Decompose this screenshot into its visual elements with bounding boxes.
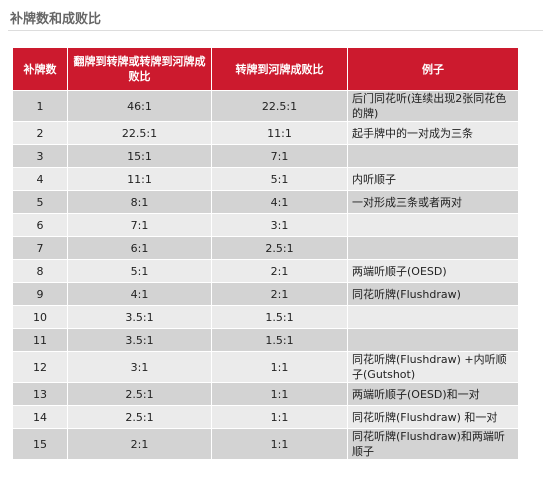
column-header: 例子 [347,47,519,91]
table-cell: 同花听牌(Flushdraw) +内听顺子(Gutshot) [347,351,519,383]
header-row: 补牌数 翻牌到转牌或转牌到河牌成败比 转牌到河牌成败比 例子 [12,47,519,91]
table-cell: 1 [12,90,68,122]
table-cell: 同花听牌(Flushdraw) [347,282,519,306]
table-cell [347,144,519,168]
table-cell: 7 [12,236,68,260]
table-cell: 10 [12,305,68,329]
table-cell: 1:1 [211,405,348,429]
table-cell: 46:1 [67,90,212,122]
table-cell: 8 [12,259,68,283]
table-cell: 4 [12,167,68,191]
table-row: 5 8:1 4:1 一对形成三条或者两对 [12,190,519,214]
table-row: 15 2:1 1:1 同花听牌(Flushdraw)和两端听顺子 [12,428,519,460]
table-row: 14 2.5:1 1:1 同花听牌(Flushdraw) 和一对 [12,405,519,429]
table-cell: 2.5:1 [67,382,212,406]
table-cell: 22.5:1 [211,90,348,122]
table-cell [347,305,519,329]
table-cell: 一对形成三条或者两对 [347,190,519,214]
table-cell: 3:1 [211,213,348,237]
table-row: 10 3.5:1 1.5:1 [12,305,519,329]
table-cell: 7:1 [211,144,348,168]
table-row: 2 22.5:1 11:1 起手牌中的一对成为三条 [12,121,519,145]
table-row: 9 4:1 2:1 同花听牌(Flushdraw) [12,282,519,306]
table-row: 6 7:1 3:1 [12,213,519,237]
table-cell: 22.5:1 [67,121,212,145]
table-cell: 6:1 [67,236,212,260]
table-cell [347,236,519,260]
table-cell: 1.5:1 [211,328,348,352]
table-cell: 5 [12,190,68,214]
divider [8,30,543,31]
table-cell: 8:1 [67,190,212,214]
table-row: 11 3.5:1 1.5:1 [12,328,519,352]
table-cell: 3 [12,144,68,168]
table-cell: 14 [12,405,68,429]
table-cell: 15 [12,428,68,460]
table-cell: 两端听顺子(OESD)和一对 [347,382,519,406]
table-cell: 2.5:1 [67,405,212,429]
table-row: 4 11:1 5:1 内听顺子 [12,167,519,191]
table-cell: 1.5:1 [211,305,348,329]
table-cell: 1:1 [211,382,348,406]
table-cell: 5:1 [67,259,212,283]
table-cell: 4:1 [67,282,212,306]
table-cell: 15:1 [67,144,212,168]
table-cell: 11:1 [211,121,348,145]
table-cell: 7:1 [67,213,212,237]
table-cell: 内听顺子 [347,167,519,191]
table-body: 1 46:1 22.5:1 后门同花听(连续出现2张同花色的牌) 2 22.5:1 11:1… [12,90,519,460]
table-cell: 2:1 [67,428,212,460]
table-cell: 2.5:1 [211,236,348,260]
table-cell [347,328,519,352]
table-cell: 1:1 [211,351,348,383]
table-row: 13 2.5:1 1:1 两端听顺子(OESD)和一对 [12,382,519,406]
column-header: 转牌到河牌成败比 [211,47,348,91]
table-row: 1 46:1 22.5:1 后门同花听(连续出现2张同花色的牌) [12,90,519,122]
table-cell: 2 [12,121,68,145]
table-row: 12 3:1 1:1 同花听牌(Flushdraw) +内听顺子(Gutshot) [12,351,519,383]
table-cell: 3.5:1 [67,328,212,352]
table-cell: 1:1 [211,428,348,460]
table-cell: 11 [12,328,68,352]
column-header: 补牌数 [12,47,68,91]
table-cell: 6 [12,213,68,237]
table-cell [347,213,519,237]
table-cell: 12 [12,351,68,383]
table-cell: 3.5:1 [67,305,212,329]
table-cell: 2:1 [211,259,348,283]
table-cell: 同花听牌(Flushdraw) 和一对 [347,405,519,429]
table-cell: 两端听顺子(OESD) [347,259,519,283]
odds-table: 补牌数 翻牌到转牌或转牌到河牌成败比 转牌到河牌成败比 例子 1 46:1 22.5:1 后… [12,47,519,460]
table-cell: 9 [12,282,68,306]
table-cell: 5:1 [211,167,348,191]
table-cell: 11:1 [67,167,212,191]
column-header: 翻牌到转牌或转牌到河牌成败比 [67,47,212,91]
table-row: 7 6:1 2.5:1 [12,236,519,260]
table-cell: 起手牌中的一对成为三条 [347,121,519,145]
table-cell: 4:1 [211,190,348,214]
table-cell: 3:1 [67,351,212,383]
table-cell: 2:1 [211,282,348,306]
table-row: 3 15:1 7:1 [12,144,519,168]
table-cell: 后门同花听(连续出现2张同花色的牌) [347,90,519,122]
table-cell: 同花听牌(Flushdraw)和两端听顺子 [347,428,519,460]
table-row: 8 5:1 2:1 两端听顺子(OESD) [12,259,519,283]
table-cell: 13 [12,382,68,406]
page-title: 补牌数和成败比 [10,12,102,27]
